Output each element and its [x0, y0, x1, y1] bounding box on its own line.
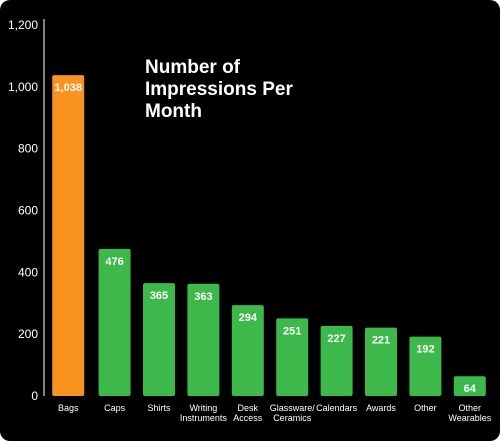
bar-group: 227 Calendars — [316, 325, 358, 413]
chart-title-line: Number of — [145, 57, 241, 78]
y-tick-label: 0 — [31, 389, 38, 403]
bar — [453, 376, 486, 396]
bar-group: 64 Other Wearables — [448, 376, 492, 423]
chart-title-line: Impressions Per — [145, 79, 293, 100]
x-tick-label: Desk Access — [233, 403, 263, 423]
chart-title-line: Month — [145, 101, 202, 122]
y-tick-label: 200 — [18, 327, 38, 341]
bar-value-label: 476 — [105, 256, 123, 268]
x-tick-label: Writing Instruments — [180, 403, 228, 423]
bar-value-label: 294 — [239, 312, 258, 324]
y-tick-label: 400 — [18, 265, 38, 279]
x-tick-label: Caps — [104, 403, 126, 413]
bar — [365, 327, 397, 396]
x-tick-label: Other Wearables — [448, 403, 491, 423]
bar-value-label: 227 — [327, 333, 345, 345]
y-tick-label: 1,200 — [8, 18, 38, 32]
bar — [276, 318, 309, 396]
bar — [98, 248, 131, 396]
bar-value-label: 221 — [372, 335, 390, 347]
bar-group: 221 Awards — [365, 327, 397, 413]
y-axis: 0 200 400 600 800 1,000 1,200 — [8, 18, 45, 403]
bar-value-label: 1,038 — [54, 82, 82, 94]
x-tick-label: Other — [414, 403, 437, 413]
y-tick-label: 600 — [18, 204, 38, 218]
bar — [320, 325, 353, 396]
bar-group: 476 Caps — [98, 248, 131, 413]
bar-value-label: 251 — [283, 325, 301, 337]
x-tick-label: Bags — [58, 403, 79, 413]
bar-value-label: 192 — [416, 344, 434, 356]
bar-value-label: 64 — [464, 383, 477, 395]
bar-group: 365 Shirts — [143, 283, 175, 413]
bar-group: 363 Writing Instruments — [180, 283, 228, 423]
bar — [187, 283, 220, 396]
bar — [143, 283, 175, 396]
x-tick-label: Awards — [366, 403, 396, 413]
bars: 1,038 Bags 476 Caps 365 Shirts 363 Writing Instr… — [52, 75, 492, 423]
bar-value-label: 365 — [150, 290, 168, 302]
bar — [231, 305, 264, 396]
bar-group: 251 Glassware/Ceramics — [270, 318, 316, 423]
y-tick-label: 800 — [18, 142, 38, 156]
bar-value-label: 363 — [194, 291, 212, 303]
y-tick-label: 1,000 — [8, 80, 38, 94]
x-tick-label: Calendars — [316, 403, 358, 413]
bar-group: 192 Other — [409, 336, 442, 413]
x-tick-label: Glassware/Ceramics — [270, 403, 316, 423]
bar — [52, 75, 85, 397]
bar-group: 294 Desk Access — [231, 305, 264, 423]
x-tick-label: Shirts — [147, 403, 171, 413]
bar-group: 1,038 Bags — [52, 75, 85, 413]
bar — [409, 336, 442, 396]
